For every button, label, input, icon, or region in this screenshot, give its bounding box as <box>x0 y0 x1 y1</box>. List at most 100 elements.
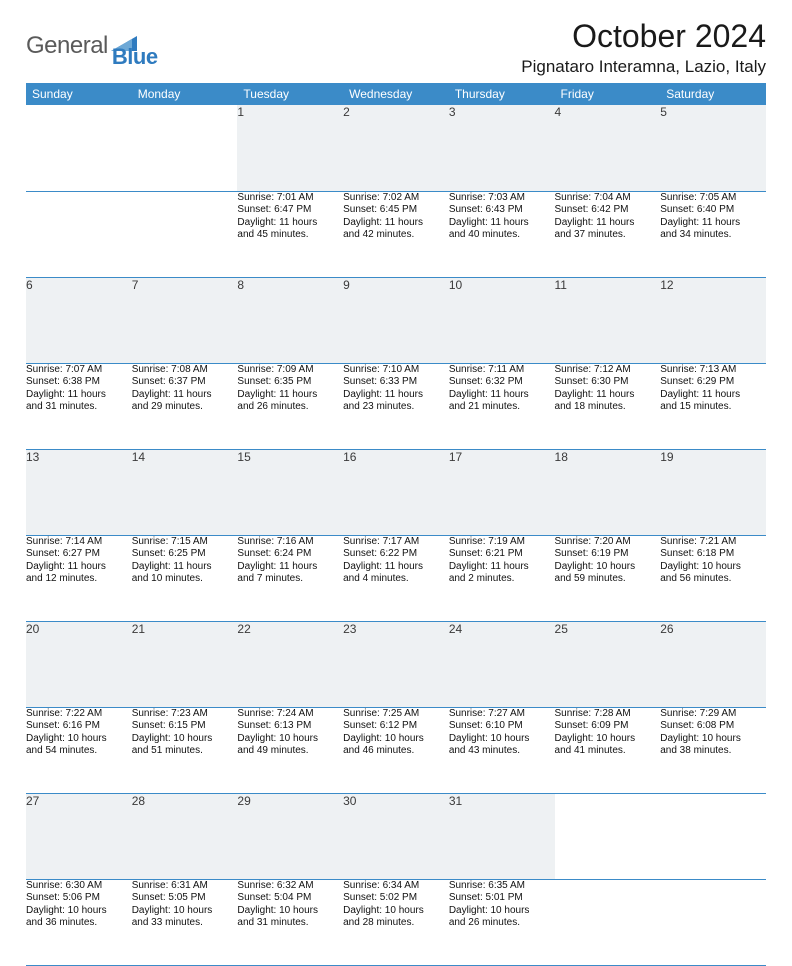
day-content-cell: Sunrise: 7:08 AMSunset: 6:37 PMDaylight:… <box>132 363 238 449</box>
day-number-cell: 8 <box>237 277 343 363</box>
day-content-cell: Sunrise: 7:20 AMSunset: 6:19 PMDaylight:… <box>555 535 661 621</box>
sunrise-text: Sunrise: 7:13 AM <box>660 364 766 377</box>
sunset-text: Sunset: 6:13 PM <box>237 720 343 733</box>
sunset-text: Sunset: 6:16 PM <box>26 720 132 733</box>
daylight-text-2: and 29 minutes. <box>132 401 238 414</box>
week-daynum-row: 13141516171819 <box>26 449 766 535</box>
sunset-text: Sunset: 6:33 PM <box>343 376 449 389</box>
day-number-cell <box>555 793 661 879</box>
daylight-text-1: Daylight: 10 hours <box>237 733 343 746</box>
daylight-text-1: Daylight: 10 hours <box>343 905 449 918</box>
day-content-cell <box>660 879 766 965</box>
sunset-text: Sunset: 6:12 PM <box>343 720 449 733</box>
daylight-text-1: Daylight: 10 hours <box>26 733 132 746</box>
sunrise-text: Sunrise: 7:02 AM <box>343 192 449 205</box>
daylight-text-1: Daylight: 10 hours <box>555 561 661 574</box>
daylight-text-2: and 2 minutes. <box>449 573 555 586</box>
sunset-text: Sunset: 5:01 PM <box>449 892 555 905</box>
day-number-cell: 25 <box>555 621 661 707</box>
day-number-cell: 18 <box>555 449 661 535</box>
sunrise-text: Sunrise: 7:11 AM <box>449 364 555 377</box>
day-content-cell: Sunrise: 7:01 AMSunset: 6:47 PMDaylight:… <box>237 191 343 277</box>
day-number-cell: 13 <box>26 449 132 535</box>
brand-blue: Blue <box>112 44 158 70</box>
day-number-cell: 1 <box>237 105 343 191</box>
daylight-text-2: and 28 minutes. <box>343 917 449 930</box>
day-content-cell: Sunrise: 7:10 AMSunset: 6:33 PMDaylight:… <box>343 363 449 449</box>
day-number-cell <box>26 105 132 191</box>
day-number-cell: 4 <box>555 105 661 191</box>
location-label: Pignataro Interamna, Lazio, Italy <box>521 57 766 77</box>
daylight-text-2: and 51 minutes. <box>132 745 238 758</box>
daylight-text-1: Daylight: 11 hours <box>449 217 555 230</box>
sunset-text: Sunset: 5:05 PM <box>132 892 238 905</box>
day-number-cell <box>660 793 766 879</box>
daylight-text-1: Daylight: 11 hours <box>26 389 132 402</box>
day-number-cell: 6 <box>26 277 132 363</box>
day-number-cell: 20 <box>26 621 132 707</box>
day-content-cell <box>555 879 661 965</box>
day-number-cell: 17 <box>449 449 555 535</box>
daylight-text-1: Daylight: 11 hours <box>449 561 555 574</box>
day-content-cell: Sunrise: 7:02 AMSunset: 6:45 PMDaylight:… <box>343 191 449 277</box>
calendar-table: SundayMondayTuesdayWednesdayThursdayFrid… <box>26 83 766 966</box>
title-block: October 2024 Pignataro Interamna, Lazio,… <box>521 18 766 77</box>
daylight-text-2: and 45 minutes. <box>237 229 343 242</box>
sunrise-text: Sunrise: 6:31 AM <box>132 880 238 893</box>
day-number-cell: 5 <box>660 105 766 191</box>
daylight-text-1: Daylight: 10 hours <box>555 733 661 746</box>
day-content-cell: Sunrise: 7:05 AMSunset: 6:40 PMDaylight:… <box>660 191 766 277</box>
day-number-cell: 9 <box>343 277 449 363</box>
daylight-text-2: and 18 minutes. <box>555 401 661 414</box>
day-content-cell: Sunrise: 7:13 AMSunset: 6:29 PMDaylight:… <box>660 363 766 449</box>
daylight-text-1: Daylight: 10 hours <box>660 561 766 574</box>
daylight-text-1: Daylight: 11 hours <box>237 389 343 402</box>
day-content-cell: Sunrise: 6:30 AMSunset: 5:06 PMDaylight:… <box>26 879 132 965</box>
day-number-cell: 16 <box>343 449 449 535</box>
daylight-text-2: and 46 minutes. <box>343 745 449 758</box>
day-content-cell: Sunrise: 6:34 AMSunset: 5:02 PMDaylight:… <box>343 879 449 965</box>
sunset-text: Sunset: 6:38 PM <box>26 376 132 389</box>
daylight-text-1: Daylight: 11 hours <box>132 561 238 574</box>
day-number-cell: 28 <box>132 793 238 879</box>
day-content-cell: Sunrise: 7:16 AMSunset: 6:24 PMDaylight:… <box>237 535 343 621</box>
daylight-text-2: and 42 minutes. <box>343 229 449 242</box>
day-number-cell: 7 <box>132 277 238 363</box>
daylight-text-1: Daylight: 11 hours <box>343 389 449 402</box>
sunrise-text: Sunrise: 7:12 AM <box>555 364 661 377</box>
sunset-text: Sunset: 6:21 PM <box>449 548 555 561</box>
day-content-cell: Sunrise: 6:35 AMSunset: 5:01 PMDaylight:… <box>449 879 555 965</box>
day-content-cell <box>132 191 238 277</box>
day-header: Wednesday <box>343 83 449 105</box>
daylight-text-2: and 54 minutes. <box>26 745 132 758</box>
daylight-text-1: Daylight: 10 hours <box>237 905 343 918</box>
daylight-text-1: Daylight: 11 hours <box>132 389 238 402</box>
day-content-cell: Sunrise: 7:04 AMSunset: 6:42 PMDaylight:… <box>555 191 661 277</box>
sunrise-text: Sunrise: 7:05 AM <box>660 192 766 205</box>
daylight-text-1: Daylight: 11 hours <box>660 389 766 402</box>
sunset-text: Sunset: 5:06 PM <box>26 892 132 905</box>
daylight-text-2: and 33 minutes. <box>132 917 238 930</box>
daylight-text-2: and 26 minutes. <box>449 917 555 930</box>
sunrise-text: Sunrise: 7:04 AM <box>555 192 661 205</box>
daylight-text-2: and 7 minutes. <box>237 573 343 586</box>
daylight-text-2: and 23 minutes. <box>343 401 449 414</box>
day-content-cell: Sunrise: 7:07 AMSunset: 6:38 PMDaylight:… <box>26 363 132 449</box>
day-number-cell: 12 <box>660 277 766 363</box>
sunset-text: Sunset: 6:45 PM <box>343 204 449 217</box>
daylight-text-1: Daylight: 11 hours <box>555 389 661 402</box>
day-number-cell: 15 <box>237 449 343 535</box>
daylight-text-1: Daylight: 10 hours <box>449 905 555 918</box>
brand-logo: General Blue <box>26 18 158 70</box>
sunset-text: Sunset: 6:19 PM <box>555 548 661 561</box>
daylight-text-2: and 34 minutes. <box>660 229 766 242</box>
daylight-text-1: Daylight: 11 hours <box>660 217 766 230</box>
daylight-text-1: Daylight: 11 hours <box>343 561 449 574</box>
sunrise-text: Sunrise: 7:17 AM <box>343 536 449 549</box>
week-daynum-row: 2728293031 <box>26 793 766 879</box>
daylight-text-2: and 38 minutes. <box>660 745 766 758</box>
day-content-cell: Sunrise: 7:27 AMSunset: 6:10 PMDaylight:… <box>449 707 555 793</box>
brand-general: General <box>26 32 108 60</box>
day-content-cell: Sunrise: 7:03 AMSunset: 6:43 PMDaylight:… <box>449 191 555 277</box>
daylight-text-2: and 41 minutes. <box>555 745 661 758</box>
